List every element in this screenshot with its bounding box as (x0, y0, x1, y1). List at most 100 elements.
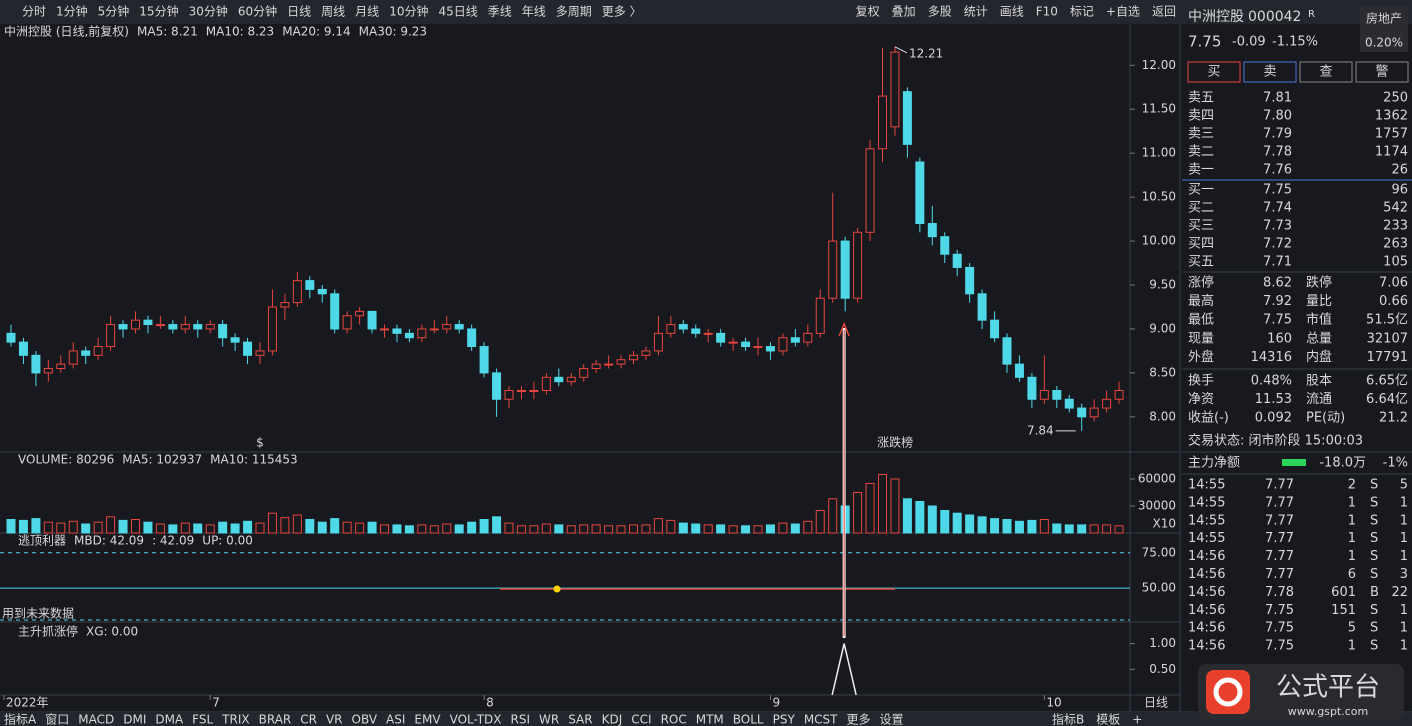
indicator-tab[interactable]: WR (539, 713, 559, 726)
trade-side: B (1370, 585, 1379, 600)
period-tab[interactable]: 60分钟 (238, 4, 277, 19)
period-tab[interactable]: 更多 〉 (602, 5, 642, 19)
tool-button[interactable]: F10 (1036, 5, 1058, 19)
indicator-tab[interactable]: 更多 (847, 713, 871, 726)
volume-multiplier: X10 (1153, 517, 1177, 531)
period-tab[interactable]: 5分钟 (98, 4, 130, 19)
tool-button[interactable]: 标记 (1070, 5, 1094, 19)
panel-tab[interactable]: + (1132, 713, 1142, 726)
indicator-tab[interactable]: MACD (78, 713, 114, 726)
candle-body (280, 302, 290, 308)
tool-button[interactable]: 统计 (964, 5, 988, 19)
stat-label: 流通 (1306, 392, 1332, 407)
stat-label: 现量 (1188, 331, 1214, 346)
book-label: 买一 (1188, 183, 1214, 198)
tool-button[interactable]: 复权 (856, 5, 880, 19)
trade-volume: 1 (1348, 513, 1356, 528)
indicator-tab[interactable]: VOL-TDX (450, 713, 502, 726)
action-button[interactable] (1243, 61, 1297, 83)
book-volume: 105 (1383, 255, 1408, 270)
indicator-tab[interactable]: 窗口 (45, 713, 69, 726)
legend-item: MA10: 8.23 (206, 25, 274, 39)
tool-button[interactable]: 画线 (1000, 5, 1024, 19)
trade-price: 7.75 (1265, 621, 1294, 636)
period-tab[interactable]: 月线 (355, 5, 379, 19)
volume-bar (479, 519, 489, 534)
indicator-tab[interactable]: DMI (123, 713, 146, 726)
candle-body (6, 332, 16, 343)
period-tab[interactable]: 周线 (321, 5, 345, 19)
period-label[interactable]: 日线 (1144, 696, 1168, 710)
period-tab[interactable]: 30分钟 (189, 4, 228, 19)
panel-tab[interactable]: 指标B (1052, 712, 1084, 726)
indicator-tab[interactable]: VR (326, 713, 343, 726)
action-button[interactable] (1187, 61, 1241, 83)
stat-label: 总量 (1306, 331, 1332, 346)
period-tab[interactable]: 季线 (488, 5, 512, 19)
action-button[interactable] (1299, 61, 1353, 83)
indicator-tab[interactable]: BRAR (259, 713, 292, 726)
tool-button[interactable]: 叠加 (892, 5, 916, 19)
volume-bar (31, 518, 41, 534)
period-tab[interactable]: 10分钟 (389, 4, 428, 19)
action-label[interactable]: 卖 (1263, 65, 1276, 80)
action-label[interactable]: 警 (1375, 64, 1388, 80)
period-tab[interactable]: 年线 (522, 5, 546, 19)
indicator-tab[interactable]: MTM (696, 713, 724, 726)
volume-bar (1102, 524, 1112, 534)
indicator-tab[interactable]: EMV (414, 713, 441, 726)
tool-button[interactable]: 多股 (928, 5, 952, 19)
indicator-tab[interactable]: MCST (804, 713, 838, 726)
period-tab[interactable]: 多周期 (556, 5, 592, 19)
indicator-tab[interactable]: 指标A (4, 712, 37, 726)
volume-bar (118, 519, 128, 534)
trade-count: 3 (1400, 567, 1408, 582)
action-button[interactable] (1355, 61, 1409, 83)
period-tab[interactable]: 日线 (287, 5, 311, 19)
indicator-tab[interactable]: OBV (352, 713, 378, 726)
y-tick-label: 11.50 (1142, 102, 1176, 116)
trade-count: 22 (1391, 585, 1408, 600)
indicator-tab[interactable]: TRIX (221, 713, 249, 726)
indicator-tab[interactable]: RSI (511, 713, 531, 726)
tool-button[interactable]: 返回 (1152, 5, 1176, 19)
panel-tab[interactable]: 模板 (1096, 713, 1120, 726)
book-price: 7.75 (1263, 183, 1292, 198)
period-tab[interactable]: 15分钟 (139, 4, 178, 19)
indicator-tab[interactable]: CR (300, 713, 317, 726)
indicator-tab[interactable]: ASI (386, 713, 405, 726)
candle-body (255, 350, 265, 356)
trade-time: 14:56 (1188, 567, 1225, 582)
volume-bar (853, 492, 863, 534)
period-tab[interactable]: 分时 (22, 5, 46, 19)
tabs-bg (0, 712, 1412, 726)
indicator-tab[interactable]: 设置 (880, 713, 904, 726)
period-tab[interactable]: 1分钟 (56, 4, 88, 19)
volume-bar (1014, 520, 1024, 534)
period-tab[interactable]: 45日线 (438, 5, 477, 19)
trade-volume: 1 (1348, 531, 1356, 546)
indicator-tab[interactable]: ROC (661, 713, 687, 726)
stat-value: 6.64亿 (1366, 392, 1408, 407)
main-flow-bar (1282, 459, 1306, 466)
stat-label: 净资 (1188, 392, 1214, 407)
volume-bar (890, 478, 900, 534)
indicator-tab[interactable]: KDJ (602, 713, 623, 726)
trade-volume: 151 (1331, 603, 1356, 618)
trade-status: 交易状态: 闭市阶段 15:00:03 (1188, 433, 1363, 449)
action-label[interactable]: 查 (1319, 65, 1332, 80)
candle-body (118, 324, 128, 330)
volume-bar (902, 498, 912, 534)
action-label[interactable]: 买 (1207, 65, 1220, 80)
indicator-tab[interactable]: DMA (155, 713, 184, 726)
indicator-tab[interactable]: FSL (192, 713, 213, 726)
indicator-tab[interactable]: BOLL (733, 713, 764, 726)
indicator-tab[interactable]: CCI (631, 713, 651, 726)
indicator-tab[interactable]: PSY (773, 713, 796, 726)
candle-body (492, 372, 502, 400)
tool-button[interactable]: +自选 (1106, 5, 1140, 19)
trade-price: 7.77 (1265, 531, 1294, 546)
indicator-tab[interactable]: SAR (568, 713, 592, 726)
book-volume: 542 (1383, 201, 1408, 216)
book-label: 卖五 (1188, 91, 1214, 106)
